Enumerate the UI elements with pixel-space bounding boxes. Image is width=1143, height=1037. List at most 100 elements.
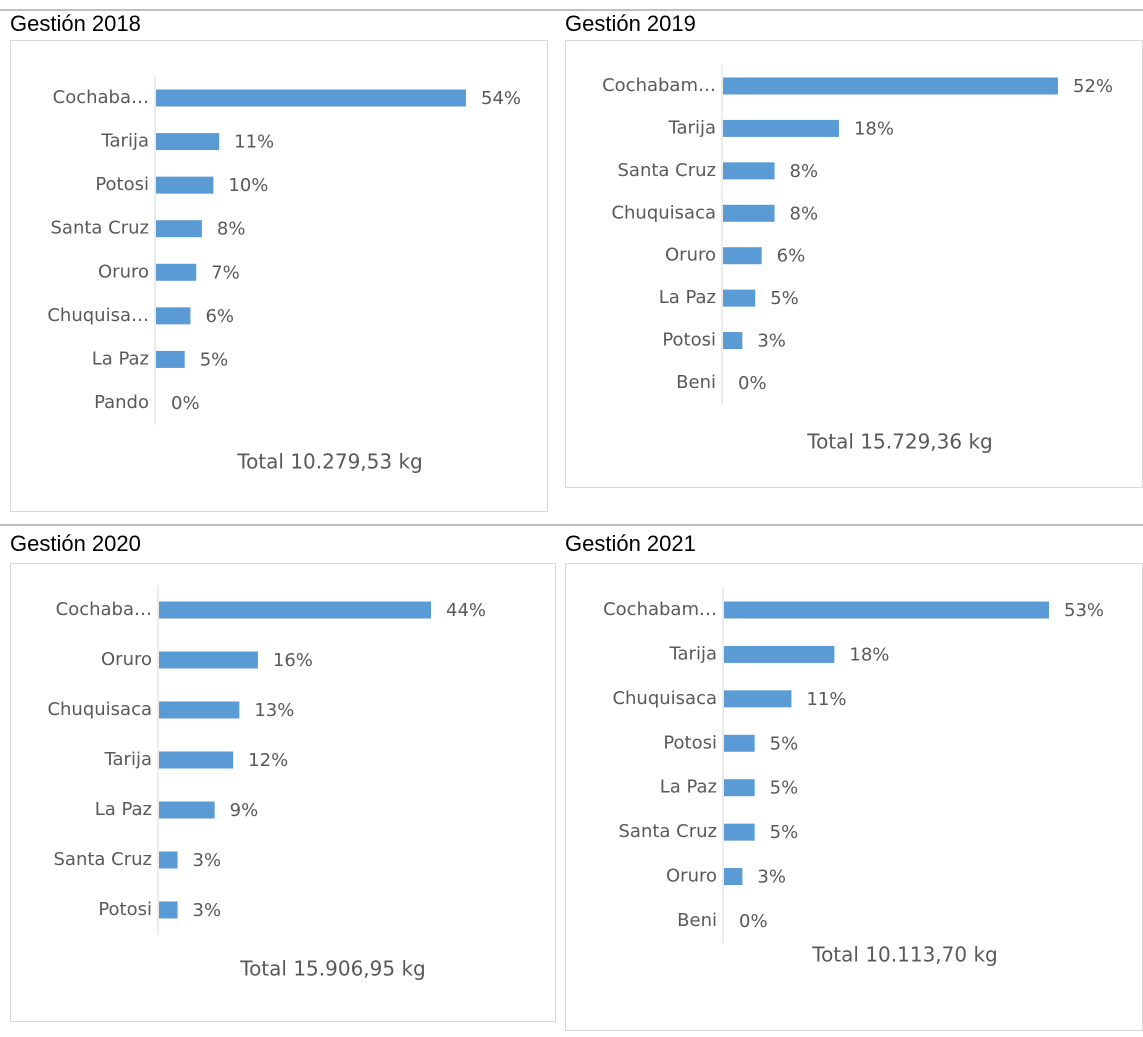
bar	[156, 133, 220, 151]
category-label: Potosi	[662, 330, 716, 351]
category-label: La Paz	[659, 287, 716, 308]
bar	[723, 77, 1058, 95]
category-label: Chuquisaca	[611, 202, 716, 223]
data-label: 52%	[1073, 76, 1113, 97]
category-label: Beni	[676, 372, 716, 393]
bar	[723, 204, 775, 222]
data-label: 6%	[205, 306, 234, 327]
bar	[723, 162, 775, 180]
category-label: Potosi	[95, 174, 149, 195]
category-label: Oruro	[98, 261, 149, 282]
data-label: 12%	[248, 750, 288, 771]
category-label: Oruro	[666, 866, 717, 887]
bar	[724, 868, 743, 886]
data-label: 8%	[217, 219, 246, 240]
data-label: 13%	[254, 700, 294, 721]
data-label: 18%	[849, 644, 889, 665]
data-label: 0%	[171, 393, 200, 414]
data-label: 3%	[757, 867, 786, 888]
bar	[724, 601, 1049, 619]
bar	[156, 176, 214, 194]
data-label: 5%	[770, 733, 799, 754]
bar	[723, 119, 839, 137]
data-label: 18%	[854, 118, 894, 139]
bar	[156, 350, 185, 368]
category-label: Chuquisa…	[47, 305, 149, 326]
category-label: Oruro	[101, 649, 152, 670]
chart-title: Gestión 2018	[10, 11, 141, 36]
category-label: La Paz	[95, 799, 152, 820]
bar	[723, 247, 762, 265]
category-label: Tarija	[101, 131, 149, 152]
bar	[159, 601, 431, 619]
bar	[159, 701, 240, 719]
data-label: 44%	[446, 600, 486, 621]
bar	[723, 332, 743, 350]
bar	[159, 901, 178, 919]
category-label: Cochaba…	[53, 87, 149, 108]
total-annotation: Total 10.279,53 kg	[236, 450, 423, 474]
bar	[724, 734, 755, 752]
total-annotation: Total 15.729,36 kg	[806, 430, 993, 454]
category-label: Cochabam…	[602, 75, 716, 96]
data-label: 6%	[777, 246, 806, 267]
bar	[159, 851, 178, 869]
data-label: 11%	[234, 132, 274, 153]
chart-frame	[10, 563, 556, 1022]
data-label: 3%	[193, 900, 222, 921]
category-label: Santa Cruz	[51, 218, 150, 239]
bar	[159, 801, 215, 819]
data-label: 3%	[757, 331, 786, 352]
bar	[159, 651, 258, 669]
category-label: Potosi	[98, 899, 152, 920]
data-label: 10%	[228, 175, 268, 196]
category-label: Chuquisaca	[47, 699, 152, 720]
category-label: Santa Cruz	[619, 821, 718, 842]
data-label: 8%	[790, 203, 819, 224]
data-label: 5%	[200, 349, 229, 370]
category-label: Tarija	[668, 117, 716, 138]
bar	[724, 823, 755, 841]
bar	[156, 307, 191, 325]
data-label: 54%	[481, 88, 521, 109]
category-label: Oruro	[665, 245, 716, 266]
category-label: Tarija	[104, 749, 152, 770]
bar	[724, 690, 792, 708]
data-label: 53%	[1064, 600, 1104, 621]
data-label: 7%	[211, 262, 240, 283]
category-label: Beni	[677, 910, 717, 931]
data-label: 16%	[273, 650, 313, 671]
data-label: 5%	[770, 288, 799, 309]
category-label: La Paz	[660, 777, 717, 798]
category-label: Pando	[94, 392, 149, 413]
total-annotation: Total 15.906,95 kg	[239, 957, 426, 981]
bar	[156, 263, 197, 281]
bar	[159, 751, 234, 769]
chart-frame	[565, 40, 1143, 488]
data-label: 8%	[790, 161, 819, 182]
category-label: Cochaba…	[56, 599, 152, 620]
chart-frame	[10, 40, 548, 512]
category-label: La Paz	[92, 348, 149, 369]
chart-title: Gestión 2019	[565, 11, 696, 36]
bar	[723, 289, 756, 307]
total-annotation: Total 10.113,70 kg	[811, 943, 998, 967]
bar	[724, 779, 755, 797]
data-label: 5%	[770, 822, 799, 843]
data-label: 9%	[230, 800, 259, 821]
data-label: 11%	[806, 689, 846, 710]
category-label: Santa Cruz	[54, 849, 153, 870]
category-label: Potosi	[663, 732, 717, 753]
category-label: Cochabam…	[603, 599, 717, 620]
category-label: Chuquisaca	[612, 688, 717, 709]
bar	[156, 220, 202, 238]
bar	[156, 89, 466, 107]
bar	[724, 645, 835, 663]
chart-title: Gestión 2020	[10, 531, 141, 556]
category-label: Santa Cruz	[618, 160, 717, 181]
chart-title: Gestión 2021	[565, 531, 696, 556]
category-label: Tarija	[669, 643, 717, 664]
data-label: 0%	[739, 911, 768, 932]
data-label: 5%	[770, 778, 799, 799]
